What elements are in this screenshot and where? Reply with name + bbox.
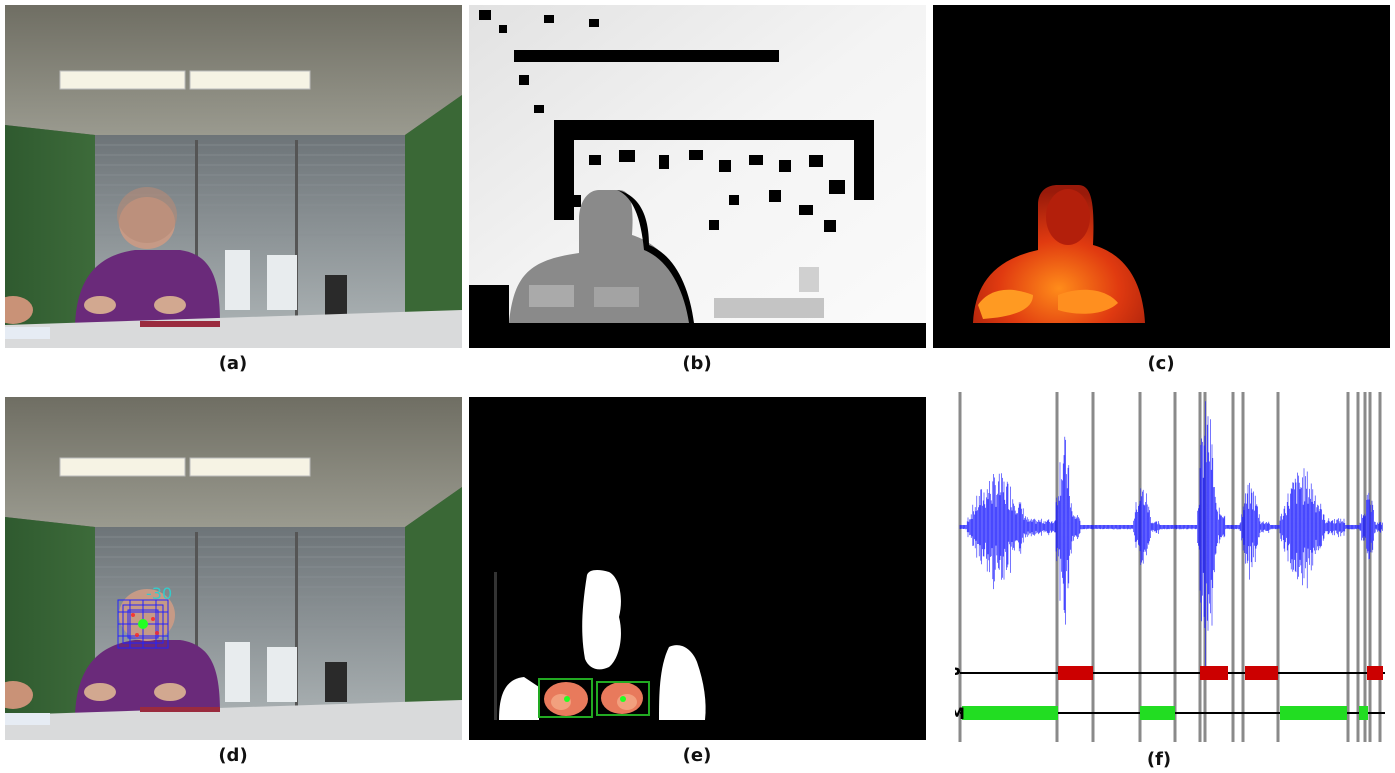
m-segment [962, 706, 1058, 720]
panel-b-depth-map [469, 5, 926, 348]
segment-boundaries [958, 392, 1382, 742]
boundary-line [958, 392, 962, 742]
hand-left-box [538, 678, 593, 718]
track-p-segments [1058, 666, 1383, 680]
boundary-line [1241, 392, 1245, 742]
boundary-line [1276, 392, 1280, 742]
person [75, 187, 220, 325]
boundary-line [1356, 392, 1360, 742]
ceiling-light [59, 70, 311, 90]
audio-waveform [959, 401, 1383, 673]
track-m-label: M [955, 704, 965, 723]
caption-c: (c) [1147, 353, 1175, 374]
person-heat-silhouette [973, 185, 1145, 323]
panel-c-person-segmentation [933, 5, 1390, 348]
p-segment [1367, 666, 1383, 680]
track-m-segments [962, 706, 1368, 720]
caption-e: (e) [682, 745, 712, 766]
head-angle-label: -30 [146, 584, 172, 603]
panel-a-rgb-image [5, 5, 462, 348]
panel-d-head-tracking: -30 [5, 397, 462, 740]
caption-b: (b) [682, 353, 712, 374]
silhouette-mask [499, 570, 706, 720]
m-segment [1280, 706, 1347, 720]
panel-f-audio-segmentation: P M [955, 390, 1385, 745]
person-depth [509, 190, 694, 323]
m-segment [1140, 706, 1175, 720]
hand-right-box [596, 681, 650, 716]
track-p-label: P [955, 664, 961, 683]
p-segment [1200, 666, 1228, 680]
boundary-line [1368, 392, 1372, 742]
hand-left [538, 678, 593, 718]
caption-a: (a) [218, 353, 248, 374]
m-segment [1359, 706, 1368, 720]
boundary-line [1363, 392, 1367, 742]
p-segment [1245, 666, 1278, 680]
boundary-line [1231, 392, 1235, 742]
boundary-line [1091, 392, 1095, 742]
depth-holes [469, 10, 926, 348]
boundary-line [1173, 392, 1177, 742]
blurred-face [117, 187, 177, 243]
p-segment [1058, 666, 1093, 680]
panel-e-hand-detection [469, 397, 926, 740]
face-center-marker [138, 619, 148, 629]
hand-right [596, 681, 650, 716]
boundary-line [1346, 392, 1350, 742]
caption-d: (d) [218, 745, 248, 766]
boundary-line [1138, 392, 1142, 742]
caption-f: (f) [1146, 749, 1172, 770]
boundary-line [1055, 392, 1059, 742]
boundary-line [1378, 392, 1382, 742]
